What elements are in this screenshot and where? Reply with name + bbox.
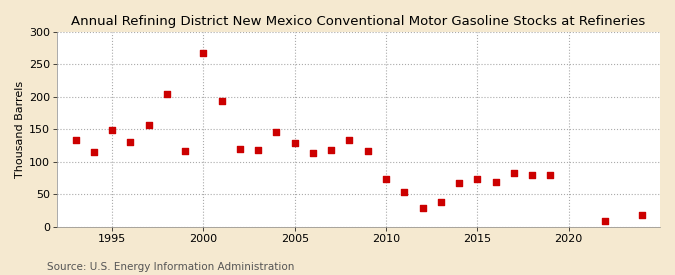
Point	[545, 172, 556, 177]
Point	[526, 172, 537, 177]
Point	[637, 213, 647, 217]
Point	[107, 128, 117, 132]
Point	[362, 149, 373, 153]
Point	[143, 122, 154, 127]
Point	[508, 171, 519, 175]
Point	[180, 149, 190, 153]
Point	[399, 189, 410, 194]
Point	[271, 130, 282, 135]
Point	[198, 51, 209, 56]
Point	[454, 181, 464, 185]
Point	[344, 138, 355, 142]
Point	[326, 148, 337, 152]
Point	[216, 98, 227, 103]
Point	[88, 150, 99, 154]
Point	[490, 180, 501, 185]
Point	[381, 177, 392, 182]
Point	[472, 177, 483, 182]
Text: Source: U.S. Energy Information Administration: Source: U.S. Energy Information Administ…	[47, 262, 294, 272]
Point	[417, 206, 428, 211]
Point	[234, 147, 245, 152]
Point	[252, 148, 263, 152]
Point	[70, 138, 81, 142]
Point	[125, 139, 136, 144]
Point	[161, 92, 172, 97]
Point	[600, 219, 611, 224]
Y-axis label: Thousand Barrels: Thousand Barrels	[15, 81, 25, 178]
Point	[308, 150, 319, 155]
Title: Annual Refining District New Mexico Conventional Motor Gasoline Stocks at Refine: Annual Refining District New Mexico Conv…	[72, 15, 646, 28]
Point	[435, 200, 446, 204]
Point	[290, 141, 300, 145]
